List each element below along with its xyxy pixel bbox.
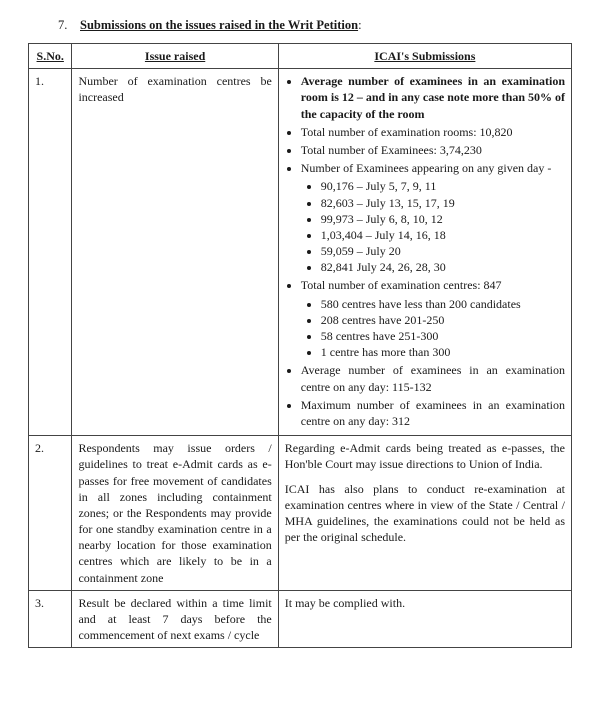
cell-submission: Regarding e-Admit cards being treated as… — [278, 436, 571, 591]
list-item: 1 centre has more than 300 — [321, 344, 565, 360]
cell-submission: It may be complied with. — [278, 590, 571, 648]
submission-paragraph: Regarding e-Admit cards being treated as… — [285, 440, 565, 472]
submissions-table: S.No. Issue raised ICAI's Submissions 1.… — [28, 43, 572, 648]
bullet-sublist: 90,176 – July 5, 7, 9, 11 82,603 – July … — [301, 178, 565, 275]
table-header-row: S.No. Issue raised ICAI's Submissions — [29, 44, 572, 69]
list-item: 1,03,404 – July 14, 16, 18 — [321, 227, 565, 243]
list-item: 82,841 July 24, 26, 28, 30 — [321, 259, 565, 275]
cell-sno: 2. — [29, 436, 72, 591]
cell-sno: 3. — [29, 590, 72, 648]
heading-text: Submissions on the issues raised in the … — [80, 18, 358, 32]
list-item: 580 centres have less than 200 candidate… — [321, 296, 565, 312]
list-item: Total number of examination centres: 847… — [301, 277, 565, 360]
bullet-sublist: 580 centres have less than 200 candidate… — [301, 296, 565, 361]
submission-paragraph: ICAI has also plans to conduct re-examin… — [285, 481, 565, 546]
section-heading: 7. Submissions on the issues raised in t… — [58, 18, 572, 33]
cell-issue: Respondents may issue orders / guideline… — [72, 436, 278, 591]
heading-number: 7. — [58, 18, 80, 33]
list-item: 59,059 – July 20 — [321, 243, 565, 259]
cell-issue: Result be declared within a time limit a… — [72, 590, 278, 648]
list-item: 208 centres have 201-250 — [321, 312, 565, 328]
list-item-text: Total number of examination centres: 847 — [301, 278, 502, 292]
list-item: Average number of examinees in an examin… — [301, 73, 565, 122]
table-row: 2. Respondents may issue orders / guidel… — [29, 436, 572, 591]
table-row: 3. Result be declared within a time limi… — [29, 590, 572, 648]
list-item-text: Number of Examinees appearing on any giv… — [301, 161, 552, 175]
list-item: Maximum number of examinees in an examin… — [301, 397, 565, 429]
cell-sno: 1. — [29, 69, 72, 436]
cell-issue: Number of examination centres be increas… — [72, 69, 278, 436]
table-row: 1. Number of examination centres be incr… — [29, 69, 572, 436]
list-item: Total number of Examinees: 3,74,230 — [301, 142, 565, 158]
list-item: 90,176 – July 5, 7, 9, 11 — [321, 178, 565, 194]
list-item: 99,973 – July 6, 8, 10, 12 — [321, 211, 565, 227]
list-item: Number of Examinees appearing on any giv… — [301, 160, 565, 275]
cell-submission: Average number of examinees in an examin… — [278, 69, 571, 436]
list-item: Average number of examinees in an examin… — [301, 362, 565, 394]
page: 7. Submissions on the issues raised in t… — [0, 0, 600, 722]
list-item: 82,603 – July 13, 15, 17, 19 — [321, 195, 565, 211]
list-item: 58 centres have 251-300 — [321, 328, 565, 344]
bullet-list: Average number of examinees in an examin… — [285, 73, 565, 429]
col-issue: Issue raised — [72, 44, 278, 69]
col-sno: S.No. — [29, 44, 72, 69]
list-item: Total number of examination rooms: 10,82… — [301, 124, 565, 140]
col-sub: ICAI's Submissions — [278, 44, 571, 69]
heading-colon: : — [358, 18, 361, 32]
